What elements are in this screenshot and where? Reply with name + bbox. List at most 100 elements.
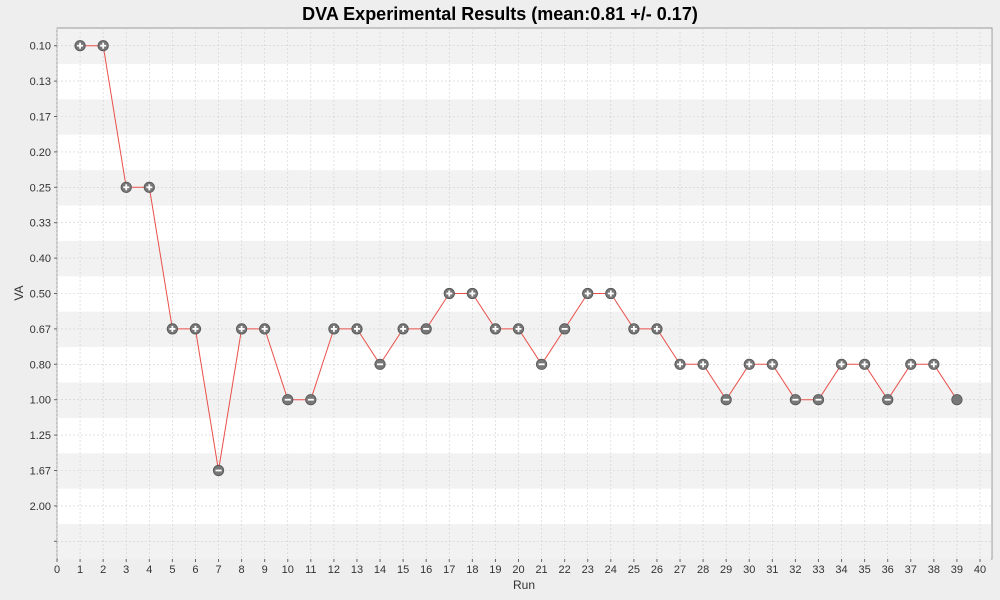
data-point-minus (789, 394, 802, 406)
data-point-plus (443, 287, 455, 300)
x-tick-label: 21 (535, 564, 547, 576)
x-tick-label: 13 (351, 564, 363, 576)
data-point-plus (143, 181, 155, 193)
data-point-minus (535, 358, 548, 370)
data-point-plus (697, 358, 709, 370)
x-tick-label: 19 (489, 564, 501, 576)
y-tick-label: 0.17 (30, 112, 51, 124)
data-point-plus (489, 323, 502, 335)
x-tick-label: 32 (789, 564, 801, 576)
x-tick-label: 12 (328, 564, 340, 576)
x-tick-label: 39 (951, 564, 963, 576)
data-point-minus (559, 323, 571, 335)
x-tick-label: 14 (374, 564, 386, 576)
data-point-plus (835, 358, 848, 370)
x-tick-label: 36 (882, 564, 894, 576)
data-point-minus (420, 323, 432, 335)
y-tick-label: 0.20 (30, 147, 51, 159)
x-tick-label: 22 (559, 564, 571, 576)
chart-title: DVA Experimental Results (mean:0.81 +/- … (302, 4, 698, 24)
x-tick-label: 9 (262, 564, 268, 576)
x-tick-label: 35 (859, 564, 871, 576)
x-tick-label: 38 (928, 564, 940, 576)
x-tick-label: 10 (282, 564, 294, 576)
data-point-plus (628, 323, 640, 335)
x-tick-label: 26 (651, 564, 663, 576)
data-point-filled (951, 394, 963, 406)
y-tick-label: 2.00 (30, 501, 51, 513)
x-tick-label: 5 (169, 564, 175, 576)
data-point-plus (259, 323, 271, 335)
data-point-plus (674, 358, 686, 370)
x-tick-label: 18 (466, 564, 478, 576)
x-tick-label: 15 (397, 564, 409, 576)
x-tick-label: 11 (305, 564, 316, 576)
x-tick-label: 37 (905, 564, 917, 576)
y-axis-label: VA (12, 285, 26, 300)
data-point-minus (212, 464, 225, 477)
x-tick-label: 29 (720, 564, 732, 576)
y-tick-label: 0.10 (30, 41, 51, 53)
y-tick-label: 0.13 (30, 76, 51, 88)
data-point-minus (882, 394, 894, 406)
row-band (58, 453, 991, 489)
data-point-plus (582, 287, 594, 300)
row-band (58, 170, 991, 206)
data-point-plus (859, 358, 871, 370)
y-tick-label: 0.33 (30, 218, 51, 230)
data-point-plus (236, 323, 248, 335)
data-point-minus (720, 394, 732, 406)
y-tick-label: 0.25 (30, 182, 51, 194)
x-tick-label: 17 (443, 564, 455, 576)
x-tick-label: 7 (215, 564, 221, 576)
y-tick-label: 0.67 (30, 324, 51, 336)
row-band (58, 311, 991, 348)
data-point-minus (282, 394, 294, 406)
data-point-plus (120, 181, 132, 193)
data-point-plus (74, 40, 86, 52)
x-tick-label: 28 (697, 564, 709, 576)
x-tick-label: 8 (239, 564, 245, 576)
x-tick-label: 34 (835, 564, 847, 576)
data-point-plus (189, 323, 202, 335)
data-point-plus (651, 323, 663, 335)
x-tick-label: 40 (974, 564, 986, 576)
data-point-plus (605, 287, 617, 300)
x-tick-label: 20 (512, 564, 524, 576)
data-point-minus (374, 358, 386, 370)
x-tick-label: 0 (54, 564, 60, 576)
x-tick-label: 16 (420, 564, 432, 576)
y-tick-label: 0.50 (30, 289, 51, 301)
x-tick-label: 27 (674, 564, 686, 576)
row-band (58, 524, 991, 560)
x-tick-label: 2 (100, 564, 106, 576)
y-tick-label: 1.00 (30, 395, 51, 407)
y-tick-label: 1.67 (30, 466, 51, 478)
data-point-plus (766, 358, 778, 370)
data-point-plus (928, 358, 940, 370)
data-point-minus (305, 394, 317, 406)
data-point-plus (351, 323, 363, 335)
x-tick-label: 25 (628, 564, 640, 576)
row-band (58, 382, 991, 418)
data-point-plus (166, 323, 178, 335)
data-point-plus (743, 358, 755, 370)
row-band (58, 240, 991, 277)
x-tick-label: 31 (766, 564, 778, 576)
x-tick-label: 24 (605, 564, 617, 576)
data-point-plus (328, 323, 340, 335)
y-tick-label: 0.80 (30, 359, 51, 371)
x-axis-label: Run (513, 578, 535, 592)
data-point-plus (512, 323, 525, 335)
data-point-plus (466, 287, 478, 300)
row-band (58, 28, 991, 64)
data-point-minus (812, 394, 825, 406)
x-tick-label: 3 (123, 564, 129, 576)
data-point-plus (97, 40, 109, 52)
x-tick-label: 6 (192, 564, 198, 576)
x-tick-label: 4 (146, 564, 152, 576)
x-tick-label: 1 (77, 564, 83, 576)
y-tick-label: 0.40 (30, 253, 51, 265)
x-tick-label: 23 (582, 564, 594, 576)
